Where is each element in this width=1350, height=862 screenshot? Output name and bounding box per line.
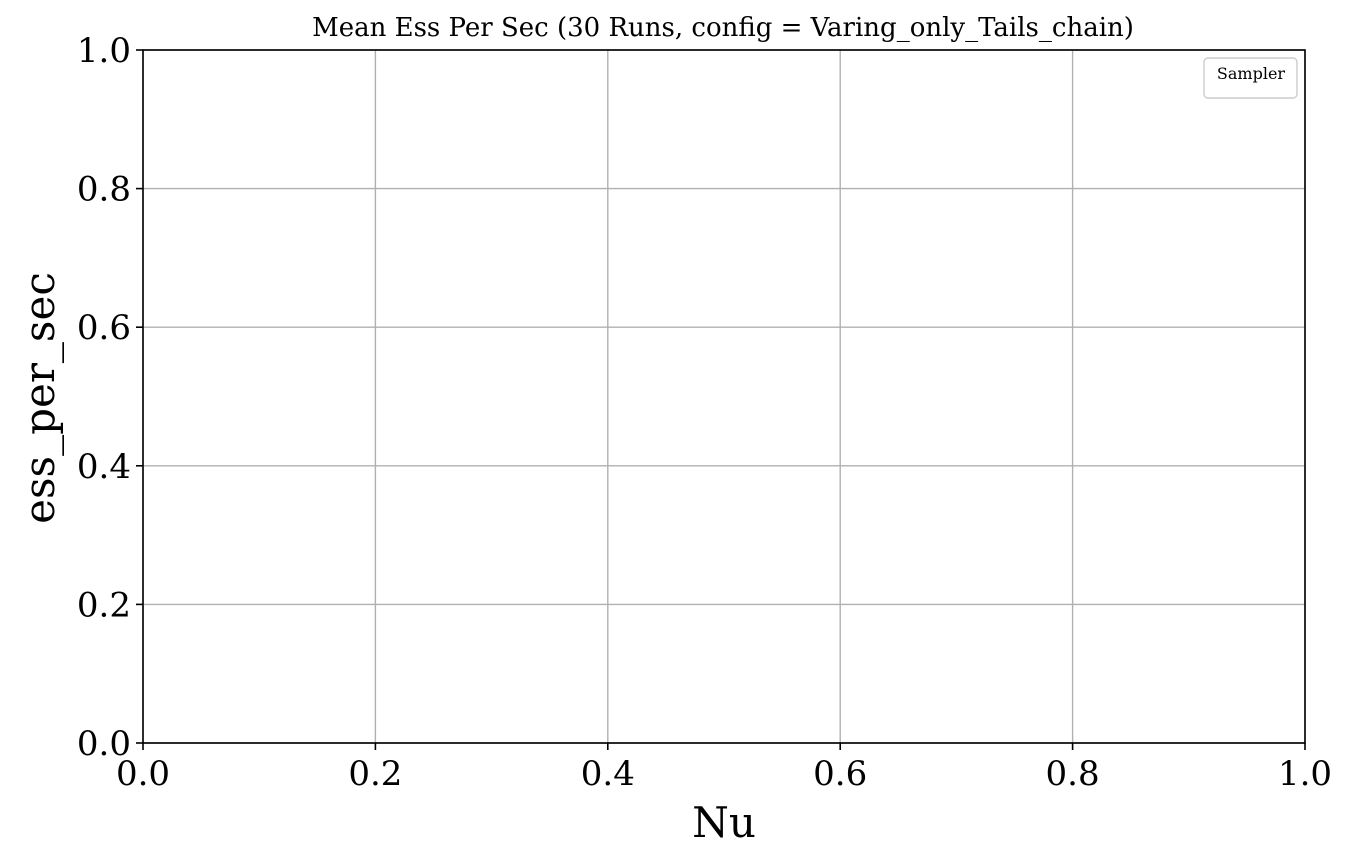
x-axis: 0.0 0.2 0.4 0.6 0.8 1.0 (116, 743, 1332, 794)
legend-box (1203, 57, 1298, 99)
y-tick-label: 0.4 (77, 447, 131, 487)
legend: Sampler (1203, 57, 1298, 99)
y-tick-label: 0.2 (77, 585, 131, 625)
y-axis-label: ess_per_sec (15, 272, 64, 524)
y-tick-label: 0.8 (77, 170, 131, 210)
x-tick-label: 0.6 (813, 754, 867, 794)
grid (142, 49, 1306, 744)
x-axis-label: Nu (692, 798, 756, 847)
y-axis: 0.0 0.2 0.4 0.6 0.8 1.0 (77, 31, 143, 764)
x-tick-label: 0.8 (1046, 754, 1100, 794)
y-tick-label: 0.0 (77, 724, 131, 764)
chart-title: Mean Ess Per Sec (30 Runs, config = Vari… (312, 13, 1134, 43)
x-tick-label: 0.0 (116, 754, 170, 794)
x-tick-label: 1.0 (1278, 754, 1332, 794)
plot-area (142, 49, 1306, 744)
x-tick-label: 0.2 (348, 754, 402, 794)
legend-title: Sampler (1217, 64, 1286, 83)
y-tick-label: 1.0 (77, 31, 131, 71)
x-tick-label: 0.4 (581, 754, 635, 794)
y-tick-label: 0.6 (77, 308, 131, 348)
